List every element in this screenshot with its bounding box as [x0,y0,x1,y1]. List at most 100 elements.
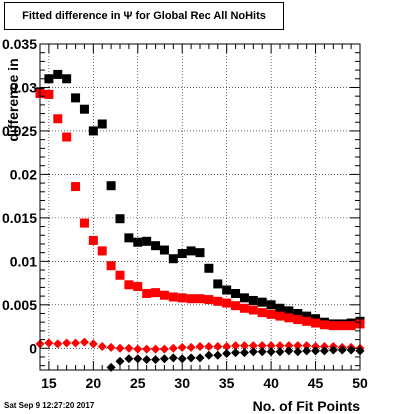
y-tick-label: 0.015 [2,210,37,226]
data-point [257,347,267,357]
data-point [248,305,258,315]
data-point [231,341,241,351]
data-point [159,344,169,354]
data-point [204,263,214,273]
data-point [124,354,134,364]
data-point [142,344,152,354]
data-point [151,288,161,298]
data-point [231,288,241,298]
y-tick-label: 0.01 [10,253,37,269]
data-point [195,342,205,352]
data-point [186,246,196,256]
x-axis-label: No. of Fit Points [253,398,361,414]
data-point [293,347,303,357]
data-point [222,342,232,352]
data-point [284,306,294,316]
data-point [311,318,321,328]
data-point [71,182,81,192]
data-point [124,343,134,353]
data-point [266,309,276,319]
data-point [186,353,196,363]
data-point [319,346,329,356]
y-tick-label: 0.035 [2,36,37,52]
data-point [133,354,143,364]
data-point [195,353,205,363]
y-tick-label: 0.025 [2,123,37,139]
data-point [222,298,232,308]
data-point [293,315,303,325]
x-tick-label: 50 [352,375,368,391]
data-point [302,346,312,356]
data-point [231,301,241,311]
data-point [79,104,89,114]
data-point [142,236,152,246]
data-point [266,341,276,351]
data-point [302,311,312,321]
data-point [257,341,267,351]
data-point [151,241,161,251]
data-point [213,296,223,306]
x-tick-label: 20 [86,375,102,391]
series-0 [35,69,365,329]
data-point [195,248,205,258]
chart-title: Fitted difference in Ψ for Global Rec Al… [4,2,284,30]
data-point [133,237,143,247]
data-point [239,341,249,351]
data-point [62,74,72,84]
data-point [62,338,72,348]
data-point [275,303,285,313]
series-1 [35,89,365,331]
data-point [248,295,258,305]
data-point [257,308,267,318]
data-point [337,345,347,355]
timestamp: Sat Sep 9 12:27:20 2017 [4,401,95,410]
data-point [88,235,98,245]
series-2 [35,337,365,354]
data-point [124,280,134,290]
data-point [79,337,89,347]
data-point [142,288,152,298]
data-point [302,341,312,351]
data-point [71,93,81,103]
series-3 [106,345,365,372]
data-point [248,347,258,357]
data-point [346,345,356,355]
data-point [168,353,178,363]
data-point [275,311,285,321]
data-point [97,119,107,129]
data-point [53,114,63,124]
data-point [213,350,223,360]
data-point [142,355,152,365]
data-point [284,313,294,323]
y-tick-label: 0 [29,340,37,356]
data-point [53,69,63,79]
data-point [62,132,72,142]
data-point [71,338,81,348]
data-markers [35,69,365,372]
data-point [231,348,241,358]
data-point [53,339,63,349]
data-point [337,321,347,331]
data-point [319,320,329,330]
data-point [159,245,169,255]
data-point [115,356,125,366]
data-point [204,342,214,352]
data-point [177,342,187,352]
data-point [106,181,116,191]
data-point [106,261,116,271]
data-point [115,214,125,224]
data-point [168,343,178,353]
data-point [266,300,276,310]
data-point [168,292,178,302]
x-tick-label: 30 [174,375,190,391]
x-tick-label: 40 [263,375,279,391]
data-point [44,338,54,348]
data-point [177,249,187,259]
data-point [275,347,285,357]
data-point [124,233,134,243]
data-point [275,341,285,351]
x-tick-label: 45 [308,375,324,391]
data-point [328,321,338,331]
data-point [302,316,312,326]
